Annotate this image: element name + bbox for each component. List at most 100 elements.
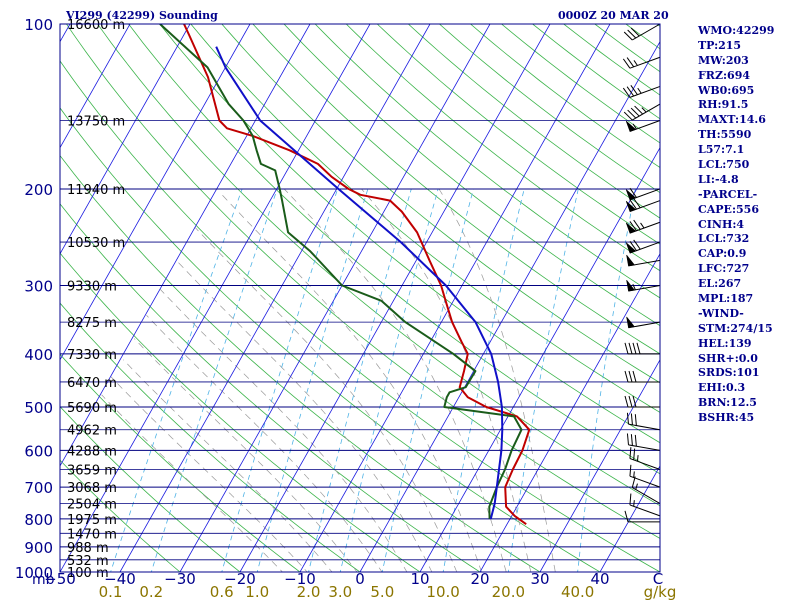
isotherm-line: [479, 252, 660, 572]
pressure-tick-label: 200: [24, 181, 53, 199]
index-item: STM:274/15: [698, 321, 773, 335]
wind-barbs: [622, 23, 661, 523]
height-level-label: 13750 m: [67, 114, 125, 129]
dry-adiabat-line: [60, 459, 181, 572]
mixing-ratio-tick-label: 0.6: [210, 583, 234, 600]
height-level-label: 2504 m: [67, 498, 117, 513]
index-item: MW:203: [698, 53, 749, 67]
index-item: TH:5590: [698, 128, 752, 142]
dewpoint-profile: [159, 24, 523, 519]
index-item: LCL:750: [698, 158, 750, 172]
dry-adiabat-line: [221, 24, 660, 384]
dry-adiabat-line: [408, 24, 660, 219]
dry-adiabat-line: [345, 24, 660, 272]
dry-adiabat-line: [532, 24, 660, 120]
index-item: CINH:4: [698, 217, 745, 231]
isotherm-line: [119, 24, 431, 572]
index-item: RH:91.5: [698, 98, 749, 112]
mixing-ratio-tick-label: 2.0: [297, 583, 321, 600]
plot-frame: [59, 23, 661, 573]
mixing-ratio-line: [150, 188, 278, 572]
moist-adiabat-line: [123, 359, 333, 572]
index-item: WMO:42299: [698, 24, 775, 37]
dry-adiabat-line: [60, 252, 421, 572]
index-item: LFC:727: [698, 262, 750, 276]
index-item: LCL:732: [698, 232, 750, 246]
dry-adiabat-line: [439, 24, 660, 194]
index-item: EHI:0.3: [698, 381, 746, 395]
temperature-tick-label: 0: [355, 570, 365, 588]
dry-adiabat-line: [60, 60, 660, 572]
dry-adiabat-line: [314, 24, 660, 299]
mixing-ratio-line: [308, 188, 412, 572]
mixing-ratio-line: [256, 188, 369, 572]
height-level-label: 16600 m: [67, 18, 125, 33]
height-level-label: 100 m: [67, 566, 109, 581]
chart-title: VI299 (42299) Sounding: [66, 9, 218, 22]
dry-adiabat-line: [60, 203, 481, 572]
dry-adiabat-line: [60, 107, 601, 572]
index-item: MAXT:14.6: [698, 113, 766, 127]
sounding-indices-panel: WMO:42299 TP:215 MW:203 FRZ:694 WB0:695 RH:91…: [698, 24, 798, 426]
isotherm-line: [60, 24, 191, 255]
mixing-ratio-tick-label: 40.0: [561, 583, 594, 600]
moist-adiabat-line: [361, 188, 532, 572]
height-level-label: 11940 m: [67, 183, 125, 198]
wind-barb: [625, 239, 661, 254]
mixing-ratio-tick-label: 1.0: [245, 583, 269, 600]
temperature-tick-label: −30: [164, 570, 196, 588]
chart-datetime: 0000Z 20 MAR 20: [558, 9, 669, 22]
pressure-tick-label: 400: [24, 346, 53, 364]
mixing-ratio-tick-label: 0.2: [139, 583, 163, 600]
mixing-ratio-line: [110, 188, 243, 572]
pressure-tick-label: 700: [24, 479, 53, 497]
temperature-unit-label: C: [653, 570, 663, 588]
temperature-tick-label: 30: [530, 570, 549, 588]
mixing-ratio-line: [577, 188, 636, 572]
wind-barb: [625, 120, 661, 132]
isobars: [60, 23, 660, 573]
pressure-unit-label: mb: [32, 572, 55, 588]
moist-adiabat-line: [438, 188, 556, 572]
height-level-label: 3068 m: [67, 481, 117, 496]
dry-adiabat-line: [252, 24, 660, 355]
pressure-tick-label: 800: [24, 511, 53, 529]
index-item: CAPE:556: [698, 202, 759, 216]
pressure-tick-label: 600: [24, 442, 53, 460]
height-level-label: 3659 m: [67, 463, 117, 478]
index-item: SHR+:0.0: [698, 351, 758, 365]
mixing-ratio-line: [507, 188, 579, 572]
index-item: -PARCEL-: [698, 187, 758, 201]
moist-adiabat-line: [134, 338, 358, 572]
dry-adiabat-line: [60, 302, 361, 572]
mixing-ratio-tick-label: 5.0: [370, 583, 394, 600]
wind-barb: [623, 23, 661, 41]
index-item: CAP:0.9: [698, 247, 747, 261]
wind-barb: [625, 198, 661, 212]
dry-adiabat-line: [190, 24, 660, 413]
index-item: L57:7.1: [698, 143, 745, 157]
dry-adiabat-line: [376, 24, 660, 245]
index-item: BRN:12.5: [698, 396, 757, 410]
mixing-ratio-unit-label: g/kg: [644, 583, 677, 600]
mixing-ratio-tick-label: 10.0: [426, 583, 459, 600]
mixing-ratio-tick-label: 3.0: [328, 583, 352, 600]
pressure-tick-label: 300: [24, 277, 53, 295]
dry-adiabat-line: [60, 154, 541, 572]
dry-adiabat-line: [60, 353, 301, 572]
wind-barb: [624, 342, 660, 355]
temperature-tick-label: −20: [224, 570, 256, 588]
height-level-label: 1975 m: [67, 513, 117, 528]
height-level-label: 532 m: [67, 554, 109, 569]
mixing-ratio-line: [221, 188, 338, 572]
wind-barb: [626, 412, 661, 431]
index-item: FRZ:694: [698, 68, 751, 82]
temperature-tick-label: 40: [590, 570, 609, 588]
pressure-tick-label: 500: [24, 399, 53, 417]
dry-adiabat-line: [97, 24, 660, 507]
isotherm-line: [539, 359, 660, 572]
height-level-label: 10530 m: [67, 236, 125, 251]
temperature-tick-label: −10: [284, 570, 316, 588]
